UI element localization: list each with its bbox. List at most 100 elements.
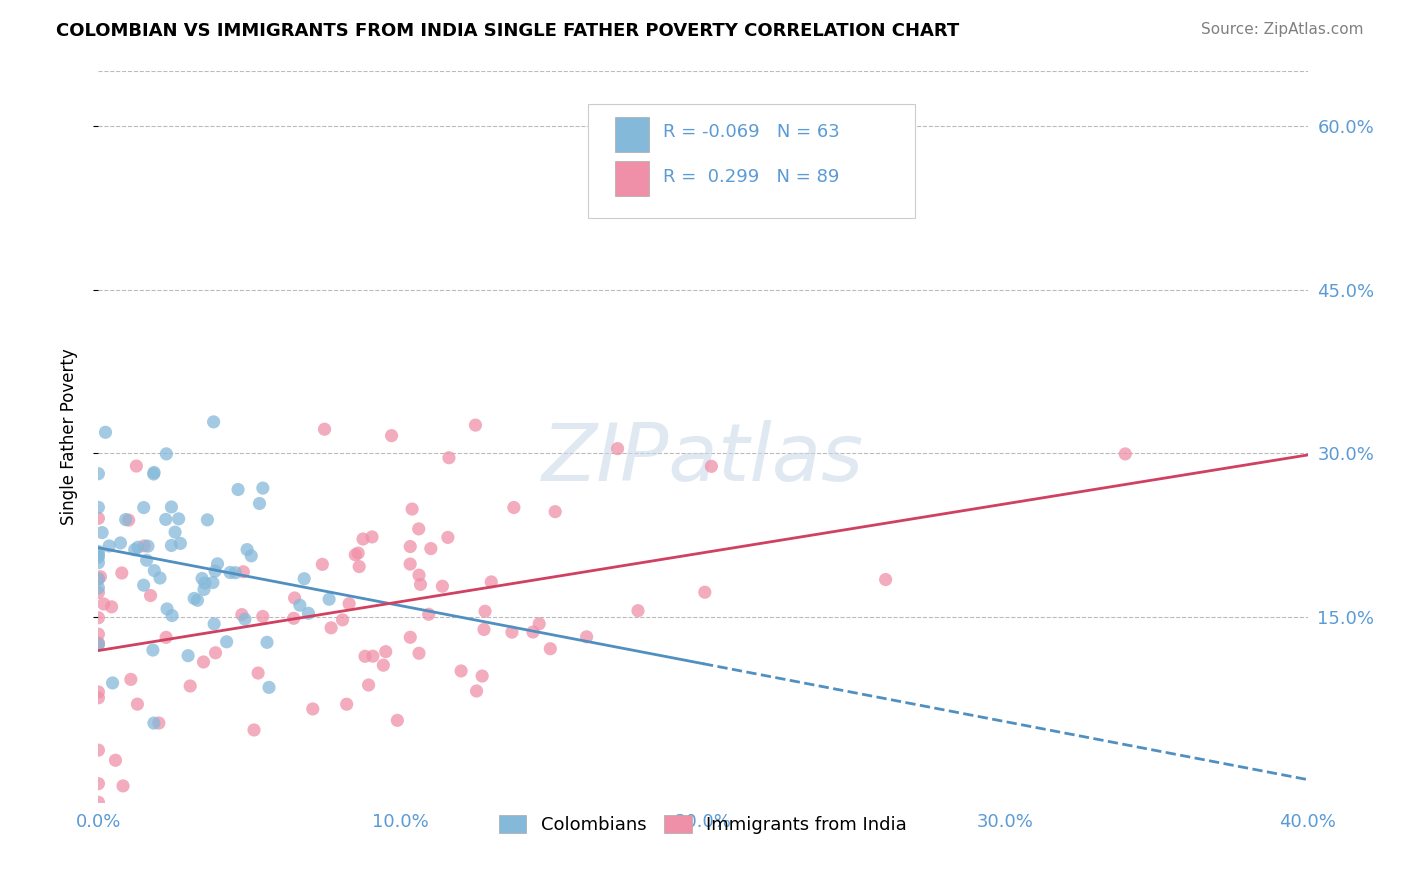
Point	[236, 542, 259, 557]
Point	[219, 566, 242, 580]
Point	[204, 564, 226, 578]
Point	[354, 649, 377, 664]
Point	[527, 616, 550, 631]
Point	[479, 574, 502, 589]
Point	[257, 681, 280, 695]
FancyBboxPatch shape	[614, 117, 648, 152]
Point	[179, 679, 201, 693]
Point	[87, 743, 110, 757]
Point	[139, 589, 162, 603]
Point	[142, 643, 165, 657]
Point	[93, 597, 115, 611]
Point	[87, 572, 110, 586]
Point	[408, 646, 430, 660]
Text: R = -0.069   N = 63: R = -0.069 N = 63	[664, 123, 839, 141]
Point	[87, 544, 110, 558]
Point	[87, 585, 110, 599]
Point	[409, 577, 432, 591]
Point	[399, 630, 422, 644]
Point	[875, 573, 897, 587]
Point	[160, 538, 183, 552]
Point	[700, 459, 723, 474]
Point	[224, 566, 246, 580]
Legend: Colombians, Immigrants from India: Colombians, Immigrants from India	[492, 807, 914, 841]
Point	[197, 513, 219, 527]
Point	[437, 530, 460, 544]
Point	[408, 522, 430, 536]
Point	[464, 418, 486, 433]
Point	[202, 616, 225, 631]
Text: ZIPatlas: ZIPatlas	[541, 420, 865, 498]
Point	[207, 557, 229, 571]
Point	[87, 581, 110, 595]
Point	[437, 450, 460, 465]
Point	[240, 549, 263, 563]
Point	[252, 481, 274, 495]
Point	[314, 422, 336, 436]
Point	[575, 630, 598, 644]
Point	[347, 559, 370, 574]
Point	[606, 442, 628, 456]
Point	[111, 566, 134, 580]
Point	[288, 598, 311, 612]
Point	[87, 638, 110, 652]
Point	[111, 779, 134, 793]
Point	[318, 592, 340, 607]
Point	[87, 636, 110, 650]
FancyBboxPatch shape	[614, 161, 648, 195]
Point	[87, 548, 110, 562]
Point	[124, 542, 146, 557]
Point	[465, 684, 488, 698]
Point	[165, 525, 187, 540]
Point	[167, 512, 190, 526]
Point	[283, 611, 305, 625]
Point	[89, 570, 111, 584]
Point	[399, 540, 422, 554]
Point	[201, 575, 224, 590]
Point	[142, 716, 165, 731]
Point	[337, 597, 360, 611]
Point	[502, 500, 524, 515]
Point	[432, 579, 454, 593]
Point	[215, 635, 238, 649]
Point	[155, 512, 177, 526]
Point	[136, 539, 159, 553]
Point	[125, 458, 148, 473]
Point	[419, 541, 441, 556]
Point	[101, 676, 124, 690]
Point	[191, 571, 214, 585]
Point	[501, 625, 523, 640]
Point	[143, 564, 166, 578]
Point	[399, 557, 422, 571]
Point	[87, 572, 110, 586]
Point	[627, 604, 650, 618]
Point	[332, 613, 354, 627]
Point	[319, 621, 342, 635]
Point	[204, 646, 226, 660]
Point	[87, 611, 110, 625]
Point	[132, 578, 155, 592]
Point	[193, 582, 215, 597]
Y-axis label: Single Father Poverty: Single Father Poverty	[59, 349, 77, 525]
Point	[114, 512, 136, 526]
Point	[522, 625, 544, 640]
Point	[183, 591, 205, 606]
Point	[87, 685, 110, 699]
Point	[252, 609, 274, 624]
Point	[135, 553, 157, 567]
Point	[361, 530, 384, 544]
Point	[472, 623, 495, 637]
Point	[471, 669, 494, 683]
Point	[87, 550, 110, 565]
Point	[87, 511, 110, 525]
Point	[311, 558, 333, 572]
Point	[249, 496, 271, 510]
Point	[156, 602, 179, 616]
Point	[357, 678, 380, 692]
Text: R =  0.299   N = 89: R = 0.299 N = 89	[664, 169, 839, 186]
Point	[155, 447, 177, 461]
Point	[233, 612, 256, 626]
Point	[193, 655, 215, 669]
Point	[243, 723, 266, 737]
Point	[87, 556, 110, 570]
